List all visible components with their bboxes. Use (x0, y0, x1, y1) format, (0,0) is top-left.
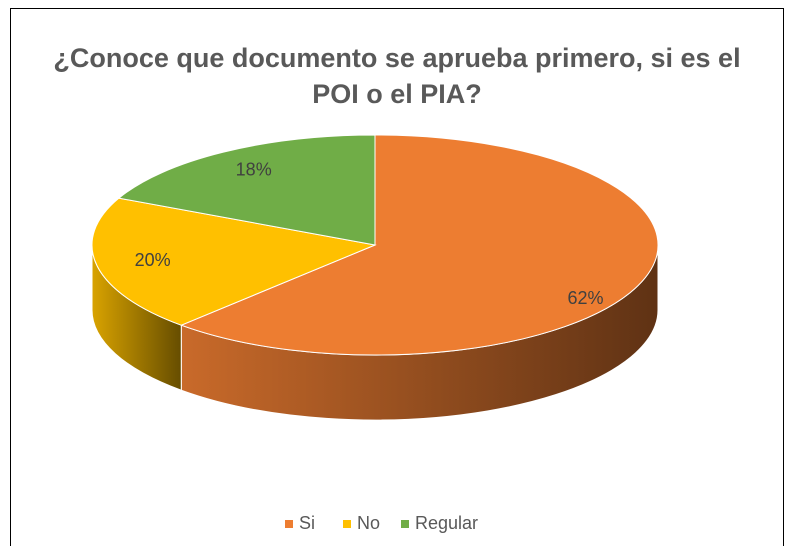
pie-slice (179, 134, 659, 356)
legend-swatch (343, 520, 351, 528)
legend-label: No (357, 513, 380, 533)
data-label: 18% (236, 159, 272, 179)
legend-label: Si (299, 513, 315, 533)
legend-swatch (285, 520, 293, 528)
chart-title-text: ¿Conoce que documento se aprueba primero… (53, 43, 740, 109)
data-label: 20% (135, 250, 171, 270)
legend-label: Regular (415, 513, 478, 533)
legend-swatch (401, 520, 409, 528)
data-label: 62% (567, 288, 603, 308)
pie-slice (91, 197, 377, 326)
pie-slice (117, 134, 376, 246)
